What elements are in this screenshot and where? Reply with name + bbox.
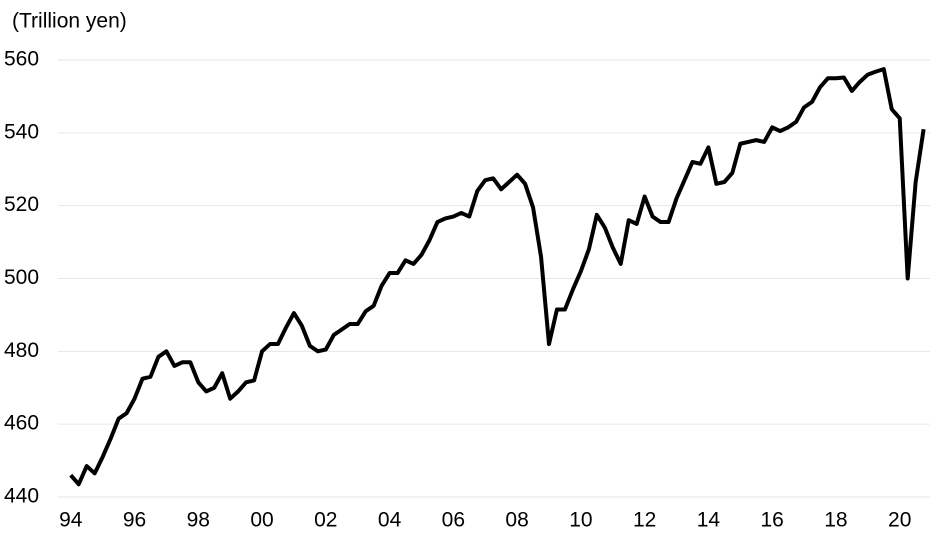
x-tick-label: 00: [250, 509, 273, 532]
y-tick-label: 460: [4, 412, 39, 435]
y-tick-label: 440: [4, 485, 39, 508]
x-tick-label: 02: [314, 509, 337, 532]
x-tick-label: 18: [824, 509, 847, 532]
x-tick-label: 04: [378, 509, 402, 532]
x-tick-label: 94: [59, 509, 83, 532]
y-tick-label: 560: [4, 48, 39, 71]
y-tick-label: 540: [4, 120, 39, 143]
data-line: [69, 67, 926, 487]
x-tick-label: 16: [760, 509, 783, 532]
x-tick-label: 14: [697, 509, 721, 532]
x-tick-label: 08: [505, 509, 528, 532]
y-tick-label: 500: [4, 266, 39, 289]
x-tick-label: 96: [123, 509, 146, 532]
y-tick-label: 480: [4, 339, 39, 362]
x-tick-label: 12: [633, 509, 656, 532]
y-tick-label: 520: [4, 193, 39, 216]
x-tick-label: 20: [888, 509, 911, 532]
x-tick-label: 06: [442, 509, 465, 532]
y-axis-label: (Trillion yen): [12, 10, 127, 33]
x-tick-label: 10: [569, 509, 592, 532]
x-tick-label: 98: [187, 509, 210, 532]
